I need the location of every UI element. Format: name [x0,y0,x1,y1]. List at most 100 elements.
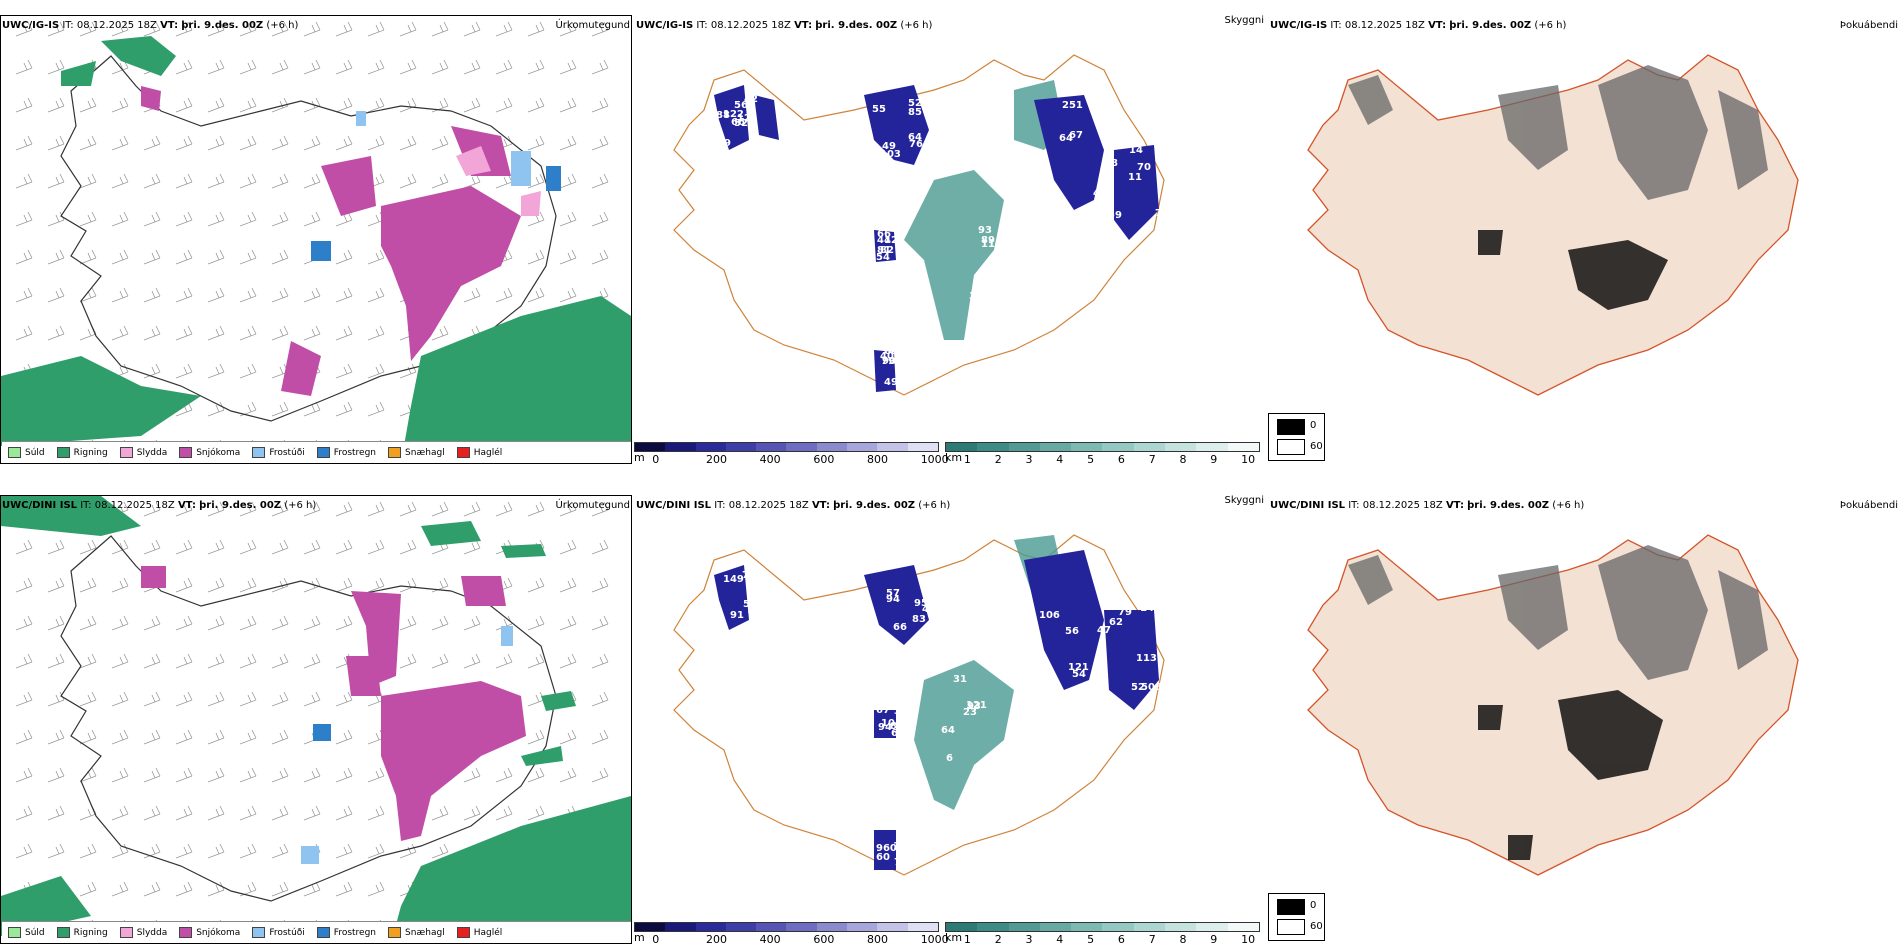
wind-barb [47,805,65,821]
panel-header: UWC/IG-IS IT: 08.12.2025 18Z VT: þri. 9.… [1270,20,1566,31]
cloud-base-label: 59 [1108,210,1122,221]
cloud-base-label: 64 [1038,190,1052,201]
lead-time: (+6 h) [1534,20,1567,31]
legend-swatch [56,927,70,938]
precip-legend: Súld Rigning Slydda Snjókoma Frostúði Fr… [2,441,631,463]
wind-barb [175,881,193,897]
wind-barb [47,767,65,783]
it-value: 08.12.2025 18Z [728,500,809,511]
cloud-base-label: 14 [1129,145,1143,156]
legend-swatch [456,927,470,938]
cloud-base-label: 49 [882,141,896,152]
colorbar-step [847,443,878,451]
vt-label: VT: [1428,20,1447,31]
wind-barb [527,729,545,745]
wind-barb [463,767,481,783]
legend-item-snow-pellets: Snæhagl [388,447,445,458]
wind-barb [559,21,577,37]
wind-barb [207,21,225,37]
vt-label: VT: [1445,500,1464,511]
fog-map [1307,534,1799,876]
wind-barb [239,135,257,151]
fog-legend-swatch-high [1277,899,1305,915]
colorbar-tick: 5 [1087,933,1095,946]
cloud-base-label: 65 [884,346,898,357]
wind-barb [271,135,289,151]
colorbar-tick: 3 [1025,453,1033,466]
model-name: UWC/DINI ISL [2,500,78,511]
wind-barb [591,173,609,189]
wind-barb [463,97,481,113]
colorbar-step [877,923,908,931]
cloud-base-label: 64 [1059,133,1073,144]
cloud-base-label: 66 [893,622,907,633]
legend-label: Slydda [136,447,168,458]
wind-barb [175,59,193,75]
cloud-base-label: 42 [884,235,898,246]
wind-barb [399,615,417,631]
wind-barb [527,615,545,631]
wind-barb [15,211,33,227]
legend-item-sleet: Slydda [119,447,168,458]
model-name: UWC/IG-IS [636,20,694,31]
cloud-base-label: 71 [1114,127,1128,138]
wind-barb [591,577,609,593]
wind-barb [335,615,353,631]
legend-label: Snæhagl [405,447,445,458]
it-label: IT: [1348,500,1360,511]
cloud-base-label: 49 [884,377,898,388]
colorbar-step [1165,923,1197,931]
wind-barb [303,805,321,821]
fog-legend-swatch-high [1277,419,1305,435]
cloud-base-label: 64 [908,132,922,143]
wind-barb [495,97,513,113]
colorbar-step [1227,923,1259,931]
cloud-base-label: 66 [877,229,891,240]
cloud-base-label: 79 [881,356,895,367]
wind-barb [111,729,129,745]
colorbar-step [946,443,978,451]
fog-legend: 0 60 [1268,413,1325,461]
lead-time: (+6 h) [284,500,317,511]
wind-barb [303,577,321,593]
cloud-base-label: 73 [742,570,756,581]
fog-legend-low: 60 [1310,441,1323,452]
visibility-map: 57 49 51 79 93 67 60 73 57 54 62 64 67 71 91 47 56 113 121… [673,534,1165,876]
wind-barb [111,653,129,669]
wind-barb [47,249,65,265]
wind-barb [559,59,577,75]
panel-variable-title: Þokuábendi [1839,500,1898,511]
wind-barb [15,691,33,707]
legend-item-sleet: Slydda [119,927,167,938]
panel-header: UWC/IG-IS IT: 08.12.2025 18Z VT: þri. 9.… [2,20,298,31]
wind-barb [15,249,33,265]
wind-barb [143,211,161,227]
wind-barb [239,249,257,265]
wind-barb [271,653,289,669]
wind-barb [559,729,577,745]
colorbar-step [977,443,1009,451]
wind-barb [175,767,193,783]
vt-value: þri. 9.des. 00Z [815,20,898,31]
wind-barb [527,59,545,75]
wind-barb [15,729,33,745]
legend-item-snow-pellets: Snæhagl [388,927,445,938]
wind-barb [495,173,513,189]
cloud-base-label: 122 [723,109,744,120]
cloud-base-label: 78 [1104,158,1118,169]
wind-barb [47,287,65,303]
wind-barb [239,729,257,745]
legend-label: Snæhagl [405,927,445,938]
wind-barb [239,211,257,227]
colorbar-step [756,923,787,931]
cloud-base-label: 54 [876,252,890,263]
wind-barb [15,287,33,303]
cloud-base-label: 35 [969,291,983,302]
cloud-base-label: 76 [909,139,923,150]
cloud-base-label: 53 [749,619,763,630]
colorbar-step [877,443,908,451]
wind-barb [143,363,161,379]
colorbar-tick: 200 [705,933,727,946]
wind-barb [591,135,609,151]
colorbar-tick: 5 [1087,453,1095,466]
